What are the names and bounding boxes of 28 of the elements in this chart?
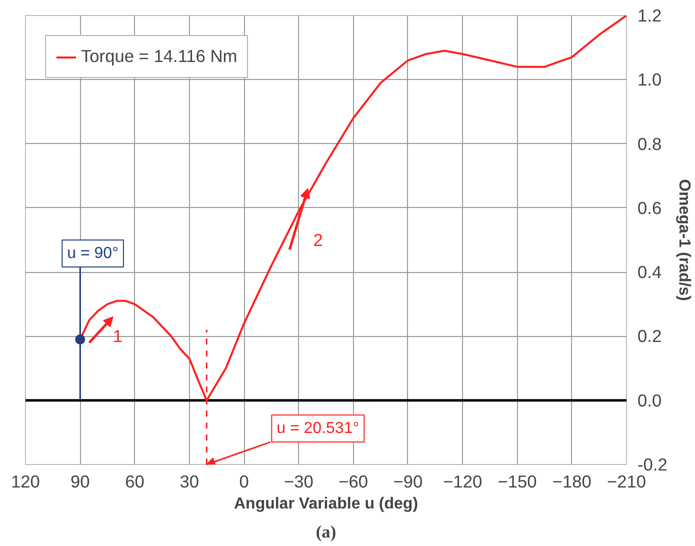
y-axis-title: Omega-1 (rad/s) bbox=[675, 179, 692, 301]
y-tick-label: 0.0 bbox=[638, 390, 662, 410]
y-tick-label: 0.8 bbox=[638, 134, 662, 154]
y-tick-label: 1.2 bbox=[638, 6, 662, 26]
y-tick-label: 1.0 bbox=[638, 70, 662, 90]
y-tick-label: 0.2 bbox=[638, 326, 662, 346]
x-tick-label: 120 bbox=[11, 472, 40, 492]
y-tick-label: 0.6 bbox=[638, 198, 662, 218]
x-tick-label: −30 bbox=[284, 472, 314, 492]
y-tick-label: -0.2 bbox=[638, 454, 668, 474]
x-tick-label: −150 bbox=[498, 472, 537, 492]
x-tick-label: 90 bbox=[70, 472, 90, 492]
y-tick-label: 0.4 bbox=[638, 262, 662, 282]
annotation: 2 bbox=[313, 230, 323, 250]
annotation: 1 bbox=[112, 326, 123, 346]
x-tick-label: 30 bbox=[180, 472, 200, 492]
legend-label: Torque = 14.116 Nm bbox=[81, 46, 238, 67]
x-axis-title: Angular Variable u (deg) bbox=[234, 496, 418, 512]
x-tick-label: −120 bbox=[443, 472, 482, 492]
ref-line-label: u = 20.531° bbox=[276, 420, 360, 438]
x-tick-label: −180 bbox=[552, 472, 592, 492]
x-tick-label: −90 bbox=[393, 472, 423, 492]
x-tick-label: 60 bbox=[125, 472, 144, 492]
x-tick-label: 0 bbox=[239, 472, 249, 492]
ref-line-label: u = 90° bbox=[67, 244, 118, 262]
text: (a) bbox=[316, 522, 336, 542]
x-tick-label: −60 bbox=[338, 472, 368, 492]
x-tick-label: −210 bbox=[606, 472, 646, 492]
